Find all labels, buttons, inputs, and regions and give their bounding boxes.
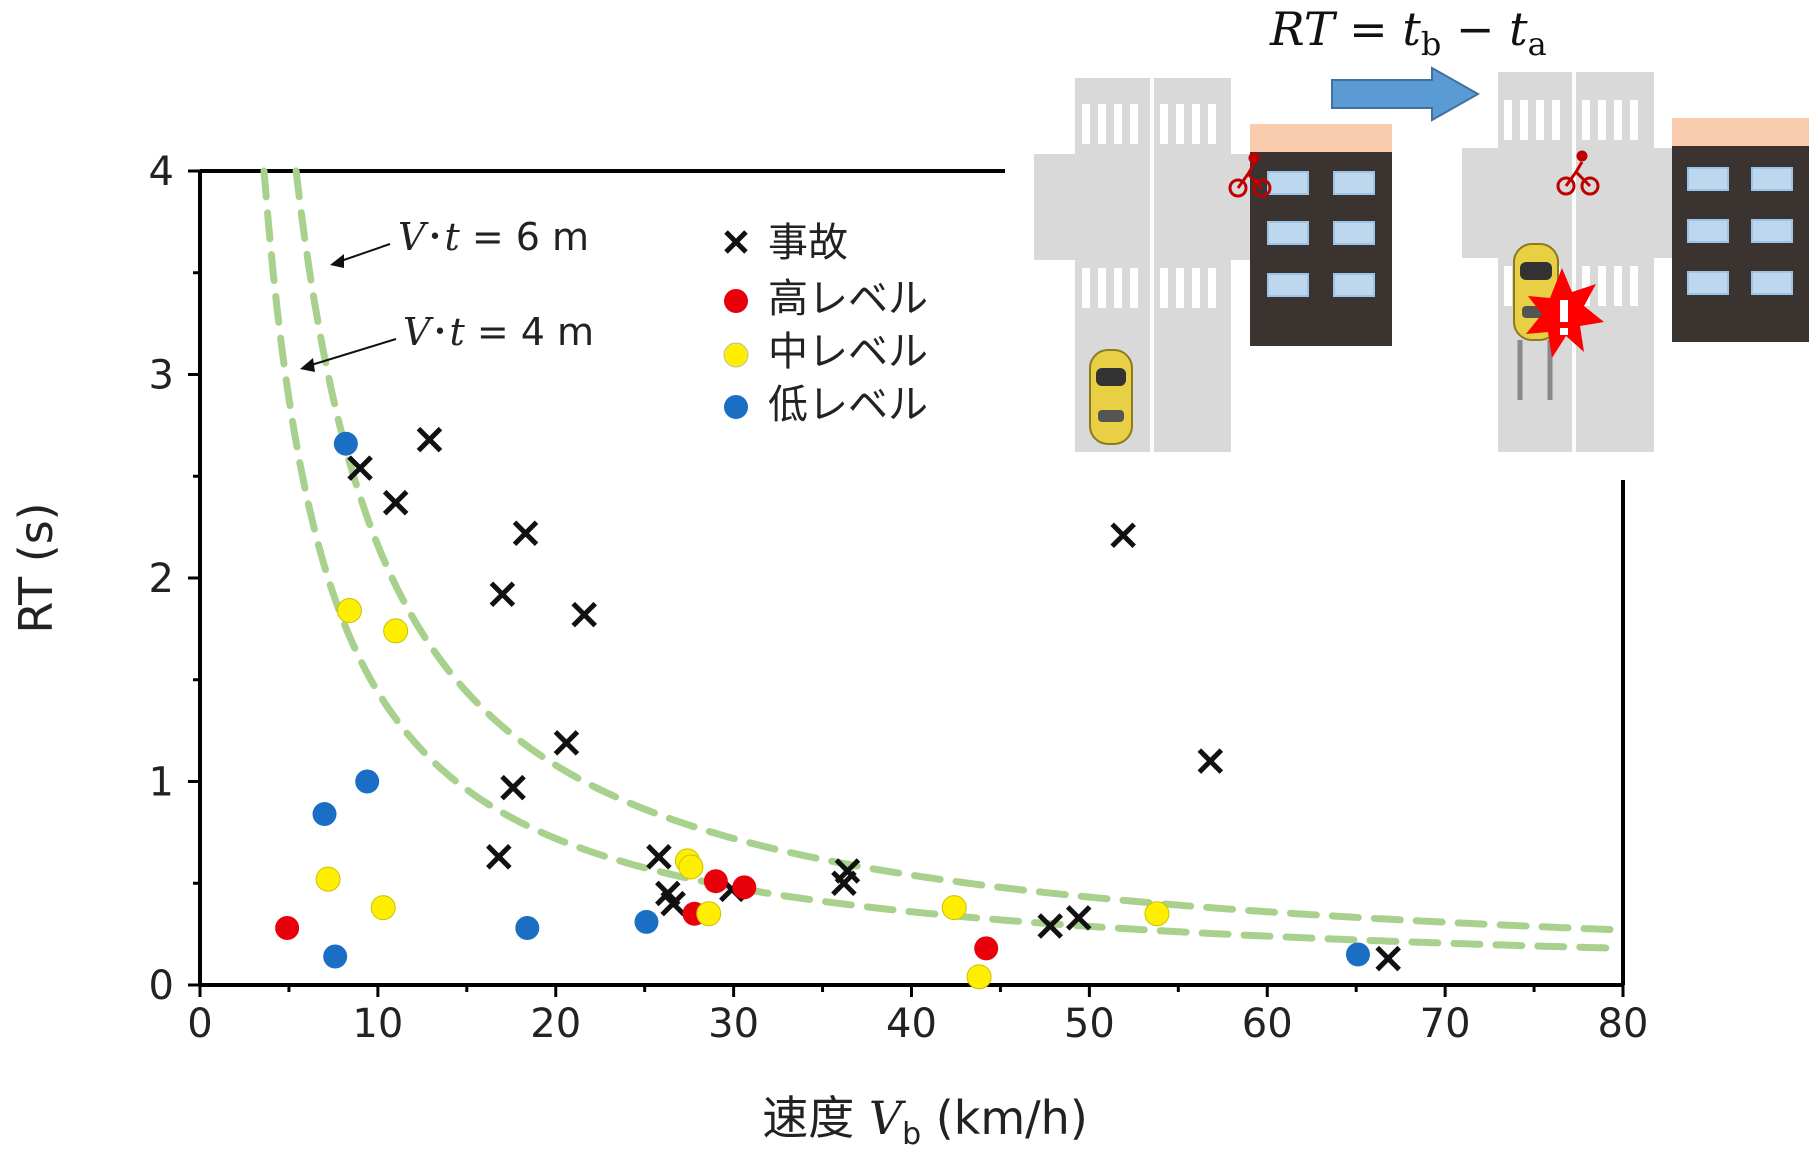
y-tick-label: 3 [149, 353, 174, 399]
point-series-3 [312, 802, 337, 827]
point-series-2 [678, 854, 704, 880]
building-icon-2 [1672, 118, 1809, 342]
x-tick-label: 40 [886, 1001, 937, 1047]
point-series-3 [1345, 942, 1370, 967]
point-series-2 [383, 618, 409, 644]
point-accident [571, 601, 597, 628]
data-points [275, 426, 1401, 990]
x-tick-label: 10 [352, 1001, 403, 1047]
point-accident [486, 844, 512, 870]
svg-text:高レベル: 高レベル [768, 276, 928, 322]
annotation-arrow-6m [337, 243, 391, 263]
axes: 0 10 20 30 40 50 60 70 80 0 1 2 3 4 [149, 149, 1649, 1047]
skid-marks [1517, 340, 1553, 400]
point-series-1 [275, 916, 300, 941]
curve-annotation-6m: V･t = 6 m [330, 215, 589, 268]
svg-text:V･t = 6 m: V･t = 6 m [398, 215, 589, 259]
x-tick-label: 0 [187, 1001, 212, 1047]
x-tick-label: 30 [708, 1001, 759, 1047]
point-accident [831, 870, 857, 897]
point-series-2 [941, 895, 967, 921]
point-accident [382, 489, 409, 516]
point-series-2 [696, 901, 722, 927]
point-series-2 [966, 964, 992, 990]
crosswalk-stripes-top-2 [1504, 100, 1638, 140]
arrow-right-icon [1331, 66, 1481, 122]
crosswalk-stripes-bottom [1082, 268, 1216, 308]
x-tick-label: 20 [530, 1001, 581, 1047]
x-axis-title-unit: (km/h) [936, 1091, 1088, 1145]
curve-4m [260, 167, 1624, 952]
x-axis-title-sub: b [902, 1117, 921, 1152]
point-accident [553, 730, 580, 756]
point-series-3 [333, 431, 358, 456]
building-icon [1250, 124, 1392, 346]
point-accident [489, 581, 516, 608]
arrowhead-4m [300, 358, 315, 372]
x-tick-label: 80 [1598, 1001, 1649, 1047]
point-series-3 [634, 909, 659, 934]
legend-item-low: 低レベル [724, 382, 928, 428]
point-series-3 [355, 769, 380, 794]
svg-text:低レベル: 低レベル [768, 382, 928, 428]
bicycle-icon-2 [1556, 150, 1600, 196]
arrowhead-6m [330, 254, 344, 268]
point-series-2 [315, 866, 341, 892]
point-series-1 [732, 875, 757, 900]
impact-icon [1526, 268, 1604, 358]
point-series-1 [703, 869, 728, 894]
svg-text:中レベル: 中レベル [768, 329, 928, 375]
point-accident [1110, 522, 1136, 549]
point-series-2 [370, 895, 396, 921]
point-accident [660, 890, 686, 917]
point-accident [646, 844, 672, 870]
legend: 事故 高レベル 中レベル 低レベル [723, 220, 928, 428]
legend-item-mid: 中レベル [723, 329, 928, 375]
point-accident [347, 455, 373, 481]
formula: RT = tb − ta [1269, 2, 1547, 63]
point-accident [512, 520, 539, 546]
x-tick-label: 60 [1242, 1001, 1293, 1047]
bicycle-icon [1228, 152, 1272, 198]
curves [260, 167, 1625, 952]
point-accident [500, 774, 526, 801]
x-axis-title-main: 速度 [762, 1091, 854, 1145]
point-accident [1197, 748, 1224, 774]
legend-item-high: 高レベル [724, 276, 928, 322]
crosswalk-stripes-top [1082, 104, 1216, 144]
curve-annotation-4m: V･t = 4 m [300, 310, 594, 372]
crosswalk-scene-collision [1462, 72, 1809, 452]
x-axis-title-var: V [869, 1091, 907, 1145]
svg-text:事故: 事故 [768, 220, 848, 266]
y-tick-label: 0 [149, 963, 174, 1009]
point-series-2 [336, 598, 362, 624]
point-series-3 [323, 944, 348, 969]
x-tick-label: 70 [1420, 1001, 1471, 1047]
point-accident [1065, 905, 1092, 931]
crosswalk-scene-before [1034, 78, 1392, 452]
car-icon [1089, 349, 1133, 445]
y-tick-label: 2 [149, 556, 174, 602]
point-accident [1037, 913, 1064, 939]
x-axis-title: 速度 Vb (km/h) [762, 1091, 1088, 1152]
point-series-3 [515, 916, 540, 941]
y-tick-label: 1 [149, 760, 174, 806]
point-series-2 [1144, 901, 1170, 927]
svg-text:V･t = 4 m: V･t = 4 m [403, 310, 594, 354]
y-tick-label: 4 [149, 149, 174, 195]
legend-item-accident: 事故 [724, 220, 848, 266]
annotation-arrow-4m [307, 338, 397, 367]
point-accident [1375, 945, 1401, 972]
point-series-1 [974, 936, 999, 961]
point-accident [416, 426, 443, 453]
y-axis-title: RT (s) [9, 502, 63, 633]
x-tick-label: 50 [1064, 1001, 1115, 1047]
curve-6m [292, 167, 1625, 934]
